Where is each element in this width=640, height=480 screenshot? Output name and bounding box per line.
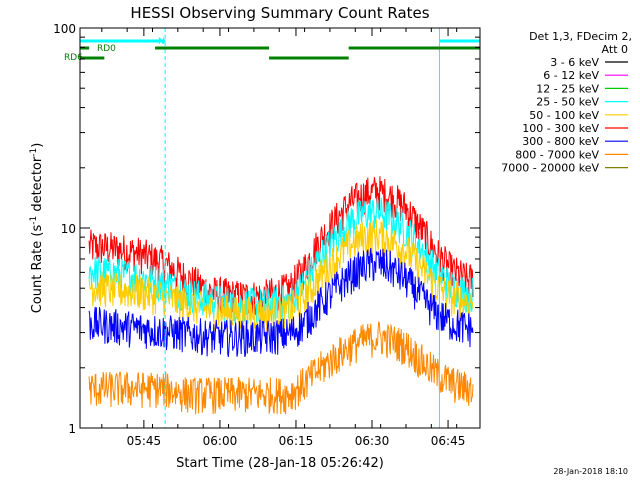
flag-label-rd0: RD0 — [97, 44, 116, 54]
legend-entry-label: 25 - 50 keV — [536, 96, 599, 109]
x-tick-label: 06:45 — [431, 434, 466, 448]
legend-header-line2: Att 0 — [602, 43, 628, 56]
legend-entry-label: 12 - 25 keV — [536, 82, 599, 95]
series-layer — [88, 176, 474, 415]
series-trace — [88, 247, 474, 358]
series-300-800-kev — [88, 247, 474, 358]
x-axis-label: Start Time (28-Jan-18 05:26:42) — [176, 456, 384, 471]
night-boundary-layer — [164, 28, 440, 428]
legend-entry-label: 6 - 12 keV — [543, 69, 599, 82]
flag-label-n: N — [158, 37, 165, 47]
y-tick-label: 100 — [53, 22, 76, 36]
y-tick-label: 10 — [61, 222, 76, 236]
x-tick-label: 06:00 — [203, 434, 238, 448]
legend-entry-label: 800 - 7000 keV — [515, 148, 599, 161]
footer-timestamp: 28-Jan-2018 18:10 — [553, 467, 628, 476]
legend-entry-label: 300 - 800 keV — [522, 135, 599, 148]
y-axis-label: Count Rate (s-1 detector-1) — [29, 143, 45, 314]
legend-entry-label: 100 - 300 keV — [522, 122, 599, 135]
legend-header-line1: Det 1,3, FDecim 2, — [529, 30, 632, 43]
x-tick-label: 05:45 — [127, 434, 162, 448]
x-tick-label: 06:30 — [355, 434, 390, 448]
x-axis: 05:45 06:00 06:15 06:30 06:45 — [101, 28, 466, 448]
flag-layer: N RD0 RD6 — [64, 37, 480, 63]
flag-label-rd6: RD6 — [64, 53, 83, 63]
legend-entry-label: 7000 - 20000 keV — [501, 162, 599, 175]
legend-entry-label: 50 - 100 keV — [529, 109, 599, 122]
series-trace — [88, 320, 474, 415]
series-800-7000-kev — [88, 320, 474, 415]
chart-title: HESSI Observing Summary Count Rates — [130, 4, 429, 22]
x-tick-label: 06:15 — [279, 434, 314, 448]
legend-entry-label: 3 - 6 keV — [550, 56, 599, 69]
y-tick-label: 1 — [68, 422, 76, 436]
y-axis: 1 10 100 — [53, 22, 480, 436]
